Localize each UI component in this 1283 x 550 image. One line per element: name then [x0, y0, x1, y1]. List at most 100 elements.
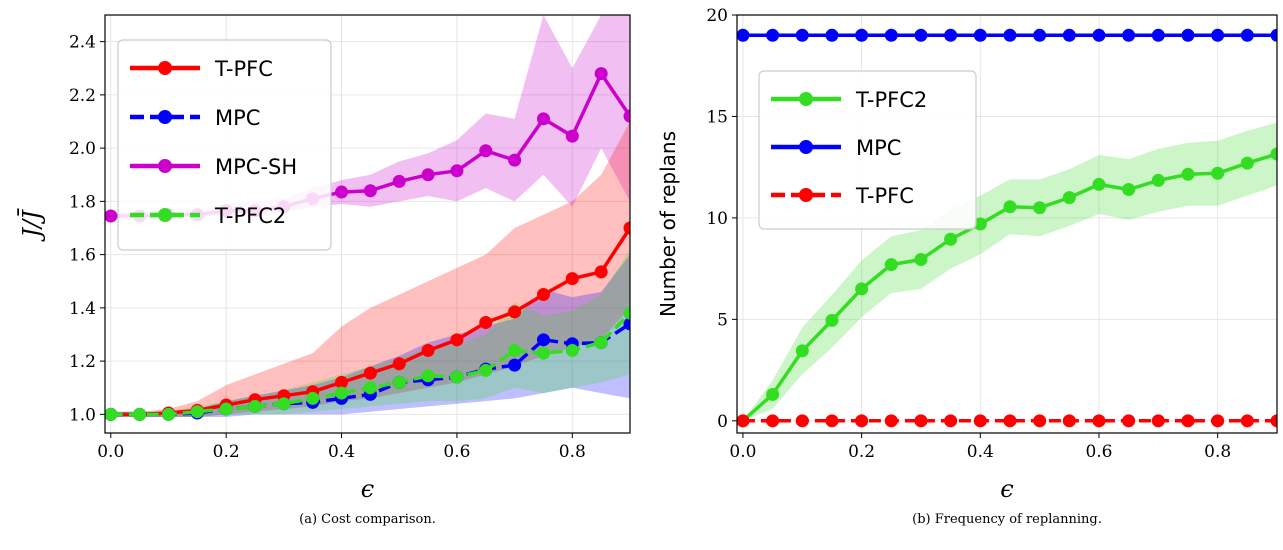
point-t-pfc	[450, 333, 464, 347]
x-tick-label: 0.2	[213, 442, 240, 462]
y-tick-label: 1.4	[69, 299, 96, 319]
point-mpc	[855, 28, 869, 42]
point-t-pfc2	[1033, 201, 1047, 215]
point-mpc-sh	[623, 109, 630, 123]
point-t-pfc	[1151, 414, 1165, 428]
point-mpc	[973, 28, 987, 42]
point-t-pfc2	[133, 407, 147, 421]
point-t-pfc2	[766, 387, 780, 401]
point-t-pfc	[1092, 414, 1106, 428]
legend-label-mpc: MPC	[215, 106, 260, 130]
legend-marker-t-pfc	[799, 188, 813, 202]
point-mpc	[508, 358, 522, 372]
point-mpc	[944, 28, 958, 42]
band-t-pfc2	[742, 122, 1277, 421]
point-t-pfc2	[1240, 156, 1254, 170]
point-t-pfc2	[450, 370, 464, 384]
x-tick-label: 0.4	[328, 442, 355, 462]
point-t-pfc	[363, 366, 377, 380]
point-t-pfc2	[565, 343, 579, 357]
point-t-pfc2	[1151, 173, 1165, 187]
x-tick-label: 0.8	[559, 442, 586, 462]
y-tick-label: 0	[717, 412, 728, 432]
chart-cost-comparison: 0.0 0.2 0.4 0.6 0.8 1.0 1.2 1.4 1.6 1.8 2.0 2.2 2.4 ϵ…	[18, 14, 631, 527]
point-mpc	[766, 28, 780, 42]
point-mpc	[914, 28, 928, 42]
point-t-pfc2	[1122, 183, 1136, 197]
point-t-pfc	[914, 414, 928, 428]
y-axis-label: Number of replans	[656, 131, 680, 317]
point-mpc-sh	[479, 144, 493, 158]
point-t-pfc2	[277, 397, 291, 411]
point-mpc	[1122, 28, 1136, 42]
point-t-pfc	[737, 414, 750, 428]
y-tick-label: 1.2	[69, 352, 96, 372]
point-t-pfc2	[825, 313, 839, 327]
legend: T-PFC2 MPC T-PFC	[758, 70, 977, 230]
point-mpc-sh	[450, 164, 464, 178]
point-t-pfc	[565, 272, 579, 286]
point-mpc-sh	[536, 112, 550, 126]
point-t-pfc	[392, 357, 406, 371]
point-t-pfc2	[248, 399, 262, 413]
point-mpc	[1211, 28, 1225, 42]
point-t-pfc2	[363, 381, 377, 395]
x-tick-label: 0.0	[97, 442, 124, 462]
point-t-pfc2	[944, 232, 958, 246]
point-t-pfc2	[884, 258, 898, 272]
point-t-pfc	[594, 265, 608, 279]
point-t-pfc	[508, 305, 522, 319]
legend-label-t-pfc2: T-PFC2	[214, 204, 286, 228]
band-t-pfc2	[110, 249, 630, 417]
legend-box	[117, 39, 332, 251]
point-t-pfc	[479, 316, 493, 330]
legend-label-t-pfc: T-PFC	[855, 184, 914, 208]
point-t-pfc2	[1211, 166, 1225, 180]
point-t-pfc	[1270, 414, 1277, 428]
point-mpc	[1033, 28, 1047, 42]
x-tick-label: 0.4	[967, 442, 994, 462]
point-t-pfc	[1122, 414, 1136, 428]
point-mpc	[1092, 28, 1106, 42]
legend-marker-t-pfc2	[799, 92, 813, 106]
point-mpc	[1270, 28, 1277, 42]
x-tick-label: 0.0	[729, 442, 756, 462]
point-t-pfc2	[536, 346, 550, 360]
point-mpc	[1151, 28, 1165, 42]
band-mpc-sh	[110, 15, 630, 220]
chart-replanning-frequency: 0.0 0.2 0.4 0.6 0.8 0 5 10 15 20 ϵ Number of replan…	[656, 6, 1278, 527]
y-tick-label: 1.0	[69, 405, 96, 425]
point-t-pfc2	[392, 375, 406, 389]
point-t-pfc	[766, 414, 780, 428]
y-tick-label: 2.2	[69, 86, 96, 106]
y-tick-label: 10	[706, 209, 728, 229]
point-t-pfc2	[335, 386, 349, 400]
point-t-pfc2	[855, 282, 869, 296]
point-t-pfc2	[105, 407, 118, 421]
point-t-pfc2	[306, 391, 320, 405]
point-t-pfc	[1003, 414, 1017, 428]
point-mpc	[1240, 28, 1254, 42]
band-t-pfc	[110, 121, 630, 417]
legend-marker-t-pfc2	[158, 208, 172, 222]
point-t-pfc	[1181, 414, 1195, 428]
y-tick-label: 2.4	[69, 33, 96, 53]
point-t-pfc2	[594, 335, 608, 349]
point-mpc-sh	[594, 67, 608, 81]
y-tick-label: 15	[706, 107, 728, 127]
point-mpc	[737, 28, 750, 42]
y-axis-label: J/J̄	[18, 208, 46, 243]
point-mpc	[884, 28, 898, 42]
point-t-pfc2	[479, 363, 493, 377]
point-mpc	[1003, 28, 1017, 42]
legend-box	[758, 70, 977, 230]
x-tick-label: 0.6	[1085, 442, 1112, 462]
point-t-pfc	[335, 375, 349, 389]
y-tick-label: 5	[717, 310, 728, 330]
point-t-pfc2	[1270, 147, 1277, 161]
point-t-pfc2	[161, 407, 175, 421]
figure-caption: (b) Frequency of replanning.	[912, 512, 1102, 527]
axes-frame	[736, 14, 1278, 434]
legend-label-mpc: MPC	[856, 136, 901, 160]
